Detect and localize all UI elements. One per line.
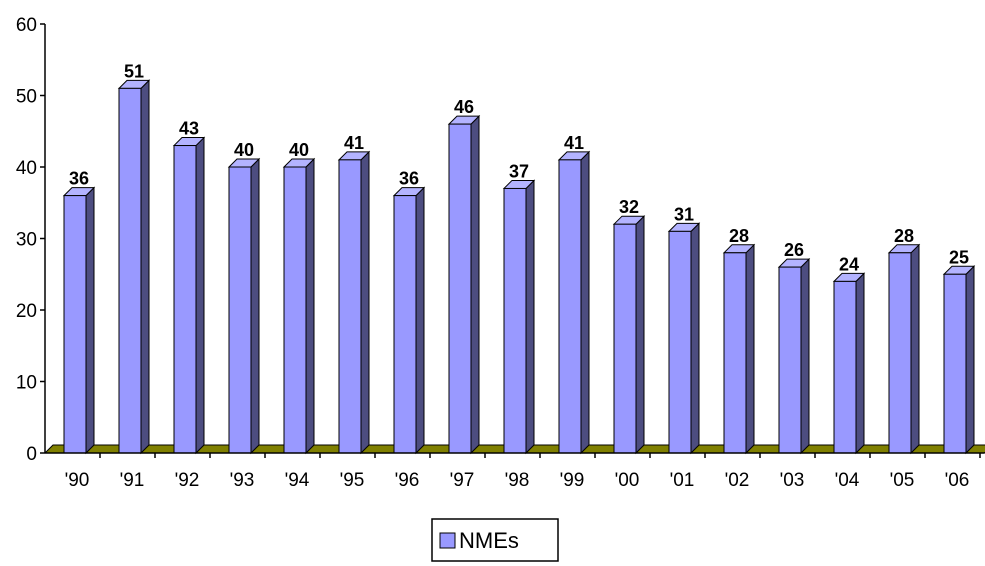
bar-front <box>283 166 307 454</box>
bar-side <box>85 186 95 455</box>
bar-side <box>580 150 590 455</box>
y-tick-label: 50 <box>16 87 37 108</box>
x-tick-label: '97 <box>450 470 475 491</box>
x-tick-label: '04 <box>835 470 860 491</box>
y-tick-label: 30 <box>16 230 37 251</box>
data-labels: 36 51 43 40 40 41 36 46 37 41 32 31 28 26 24 28 25 <box>69 61 969 274</box>
bar-1 <box>117 79 151 455</box>
data-label: 32 <box>619 197 639 217</box>
bar-front <box>228 166 252 454</box>
legend-swatch-nmes <box>439 532 456 549</box>
bar-side <box>415 186 425 455</box>
bar-6 <box>392 186 426 455</box>
bar-front <box>393 195 417 454</box>
bar-0 <box>62 186 96 455</box>
bar-3 <box>227 157 261 455</box>
bar-front <box>558 159 582 454</box>
data-label: 26 <box>784 240 804 260</box>
bar-15 <box>887 243 921 455</box>
bar-13 <box>777 257 811 455</box>
bar-7 <box>447 114 481 455</box>
bar-front <box>173 145 197 454</box>
bar-5 <box>337 150 371 455</box>
data-label: 37 <box>509 161 529 181</box>
x-tick-label: '06 <box>945 470 970 491</box>
x-tick-label: '98 <box>505 470 530 491</box>
bar-side <box>525 179 535 455</box>
bar-front <box>613 223 637 454</box>
data-label: 41 <box>344 133 364 153</box>
legend: NMEs <box>431 518 559 562</box>
bar-front <box>503 187 527 454</box>
x-tick-label: '91 <box>120 470 145 491</box>
y-tick-label: 10 <box>16 373 37 394</box>
bar-side <box>635 214 645 455</box>
data-label: 40 <box>289 140 309 160</box>
legend-label-nmes: NMEs <box>459 528 519 553</box>
bar-side <box>360 150 370 455</box>
bar-side <box>800 257 810 455</box>
y-tick-label: 20 <box>16 301 37 322</box>
x-tick-label: '01 <box>670 470 695 491</box>
bar-front <box>668 230 692 454</box>
axes: 0 10 20 30 40 50 60 '90 '91 '92 '93 '94 '95 '96 '97 '98… <box>16 15 985 491</box>
data-label: 24 <box>839 254 859 274</box>
y-tick-label: 40 <box>16 158 37 179</box>
bar-front <box>833 280 857 454</box>
bar-front <box>448 123 472 454</box>
x-tick-label: '90 <box>65 470 90 491</box>
bars <box>62 79 976 455</box>
bar-front <box>118 87 142 454</box>
bar-12 <box>722 243 756 455</box>
data-label: 36 <box>69 169 89 189</box>
data-label: 28 <box>729 226 749 246</box>
x-tick-label: '95 <box>340 470 365 491</box>
x-tick-label: '93 <box>230 470 255 491</box>
bar-front <box>778 266 802 454</box>
y-tick-label: 60 <box>16 15 37 36</box>
bar-front <box>943 273 967 454</box>
data-label: 36 <box>399 169 419 189</box>
bar-side <box>690 222 700 455</box>
data-label: 25 <box>949 247 969 267</box>
data-label: 46 <box>454 97 474 117</box>
bar-side <box>745 243 755 455</box>
bar-side <box>250 157 260 455</box>
bar-front <box>723 252 747 454</box>
bar-side <box>965 265 975 455</box>
bar-16 <box>942 265 976 455</box>
data-label: 51 <box>124 61 144 81</box>
data-label: 41 <box>564 133 584 153</box>
bar-14 <box>832 272 866 455</box>
bar-front <box>63 195 87 454</box>
bar-side <box>910 243 920 455</box>
bar-front <box>338 159 362 454</box>
data-label: 43 <box>179 119 199 139</box>
bar-side <box>140 79 150 455</box>
y-tick-label: 0 <box>26 444 37 465</box>
x-tick-label: '03 <box>780 470 805 491</box>
bar-side <box>195 136 205 455</box>
data-label: 31 <box>674 204 694 224</box>
x-tick-label: '94 <box>285 470 310 491</box>
x-tick-label: '99 <box>560 470 585 491</box>
bar-side <box>305 157 315 455</box>
bar-2 <box>172 136 206 455</box>
x-tick-label: '92 <box>175 470 200 491</box>
data-label: 40 <box>234 140 254 160</box>
bar-8 <box>502 179 536 455</box>
bar-9 <box>557 150 591 455</box>
x-tick-label: '00 <box>615 470 640 491</box>
x-tick-label: '96 <box>395 470 420 491</box>
x-tick-label: '02 <box>725 470 750 491</box>
bar-10 <box>612 214 646 455</box>
bar-4 <box>282 157 316 455</box>
bar-front <box>888 252 912 454</box>
bar-11 <box>667 222 701 455</box>
x-tick-label: '05 <box>890 470 915 491</box>
data-label: 28 <box>894 226 914 246</box>
bar-side <box>470 114 480 455</box>
bar-side <box>855 272 865 455</box>
